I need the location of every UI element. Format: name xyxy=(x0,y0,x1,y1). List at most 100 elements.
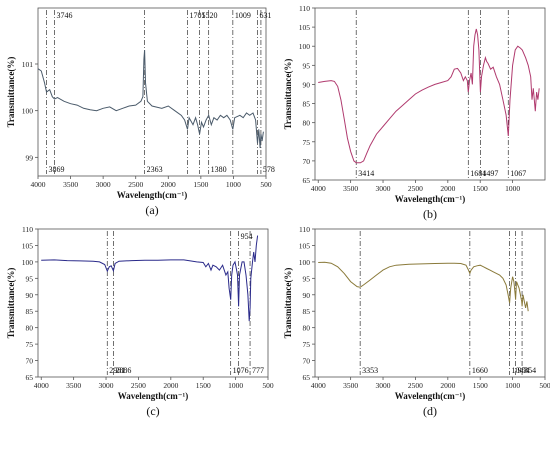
y-axis-label-d: Transmittance(%) xyxy=(283,268,293,339)
y-tick-label-c: 110 xyxy=(22,225,33,234)
panel-d: 4000 3500 3000 2500 2000 1500 1000 500 65 70 75 80 8… xyxy=(283,225,550,418)
peak-label-c: 1076 xyxy=(233,366,249,375)
x-tick-label-b: 2500 xyxy=(408,184,423,193)
x-axis-label-c: Wavelength(cm⁻¹) xyxy=(118,391,188,401)
y-axis-label-b: Transmittance(%) xyxy=(283,59,293,130)
y-tick-label-a: 100 xyxy=(22,107,34,116)
peak-label-d: 954 xyxy=(518,366,530,375)
x-axis-label-a: Wavelength(cm⁻¹) xyxy=(117,190,187,200)
y-tick-label-a: 101 xyxy=(22,60,34,69)
y-tick-label-a: 99 xyxy=(26,153,34,162)
x-tick-label-b: 2000 xyxy=(440,184,455,193)
x-tick-label-b: 3500 xyxy=(343,184,358,193)
x-tick-label-d: 1500 xyxy=(473,381,488,390)
x-tick-label-b: 3000 xyxy=(376,184,391,193)
panel-label-d: (d) xyxy=(423,404,437,418)
spectrum-line-d xyxy=(318,261,529,312)
y-tick-label-b: 85 xyxy=(303,100,311,109)
peak-label-a: 1705 xyxy=(190,11,206,20)
peak-label-a: 3746 xyxy=(57,11,73,20)
y-tick-label-d: 100 xyxy=(299,258,311,267)
panel-c: 4000 3500 3000 2500 2000 1500 1000 500 65 70 75 80 8… xyxy=(6,225,274,418)
x-tick-label-c: 500 xyxy=(262,381,274,390)
y-tick-label-d: 110 xyxy=(299,225,310,234)
x-tick-label-c: 3500 xyxy=(66,381,81,390)
spectrum-line-c xyxy=(41,235,259,322)
peak-label-a: 1009 xyxy=(235,11,251,20)
y-tick-label-b: 90 xyxy=(303,80,311,89)
y-tick-label-d: 75 xyxy=(303,340,311,349)
y-tick-label-c: 75 xyxy=(26,340,34,349)
plot-frame-b xyxy=(314,7,546,181)
peak-label-d: 1047 xyxy=(512,366,528,375)
y-tick-label-c: 90 xyxy=(26,291,34,300)
peak-label-a: 1380 xyxy=(211,165,227,174)
panel-b: 4000 3500 3000 2500 2000 1500 1000 65 70 75 80 85 90… xyxy=(283,4,546,221)
peak-label-c: 2981 xyxy=(109,366,125,375)
x-tick-label-d: 2000 xyxy=(440,381,455,390)
spectrum-line-b xyxy=(318,28,540,164)
x-tick-label-d: 2500 xyxy=(408,381,423,390)
plot-frame-d xyxy=(314,228,546,378)
y-tick-label-b: 100 xyxy=(299,42,311,51)
y-tick-label-c: 80 xyxy=(26,324,34,333)
x-tick-label-a: 1000 xyxy=(226,180,241,189)
y-axis-label-a: Transmittance(%) xyxy=(6,57,16,128)
peak-label-b: 1067 xyxy=(510,169,526,178)
y-tick-label-d: 90 xyxy=(303,291,311,300)
plot-frame-a xyxy=(37,7,267,177)
y-tick-label-b: 75 xyxy=(303,138,311,147)
x-tick-label-a: 3000 xyxy=(96,180,111,189)
x-tick-label-b: 4000 xyxy=(311,184,326,193)
x-tick-label-d: 3500 xyxy=(343,381,358,390)
y-tick-label-d: 65 xyxy=(303,373,311,382)
panel-label-b: (b) xyxy=(423,207,437,221)
x-tick-label-d: 500 xyxy=(539,381,550,390)
y-tick-label-b: 70 xyxy=(303,157,311,166)
x-tick-label-a: 3500 xyxy=(63,180,78,189)
peak-label-b: 1684 xyxy=(470,169,486,178)
peak-label-a: 3869 xyxy=(49,165,65,174)
peak-label-c: 954 xyxy=(241,232,253,241)
y-tick-label-b: 65 xyxy=(303,176,311,185)
x-tick-label-c: 4000 xyxy=(34,381,49,390)
y-tick-label-c: 85 xyxy=(26,307,34,316)
y-tick-label-b: 95 xyxy=(303,61,311,70)
x-tick-label-c: 2000 xyxy=(163,381,178,390)
x-tick-label-a: 2500 xyxy=(128,180,143,189)
y-tick-label-b: 105 xyxy=(299,23,311,32)
y-axis-label-c: Transmittance(%) xyxy=(6,268,16,339)
x-tick-label-b: 1500 xyxy=(473,184,488,193)
y-tick-label-d: 70 xyxy=(303,357,311,366)
x-tick-label-c: 1000 xyxy=(228,381,243,390)
y-tick-label-d: 105 xyxy=(299,241,311,250)
panel-a: 4000 3500 3000 2500 2000 1500 1000 500 99 100 101 3… xyxy=(6,7,275,217)
panel-label-a: (a) xyxy=(145,203,158,217)
x-tick-label-b: 1000 xyxy=(505,184,520,193)
y-tick-label-d: 80 xyxy=(303,324,311,333)
x-tick-label-d: 3000 xyxy=(376,381,391,390)
x-tick-label-c: 2500 xyxy=(131,381,146,390)
y-tick-label-d: 85 xyxy=(303,307,311,316)
panel-label-c: (c) xyxy=(146,404,159,418)
y-tick-label-d: 95 xyxy=(303,274,311,283)
peak-label-a: 578 xyxy=(263,165,275,174)
peak-label-d: 854 xyxy=(524,366,536,375)
peak-label-d: 1660 xyxy=(472,366,488,375)
peak-label-a: 2363 xyxy=(147,165,163,174)
peak-label-b: 3414 xyxy=(358,169,374,178)
x-tick-label-d: 4000 xyxy=(311,381,326,390)
y-tick-label-c: 95 xyxy=(26,274,34,283)
spectrum-line-a xyxy=(37,49,264,149)
x-tick-label-c: 1500 xyxy=(196,381,211,390)
y-tick-label-c: 105 xyxy=(22,241,34,250)
peak-label-c: 2886 xyxy=(115,366,131,375)
peak-label-d: 3353 xyxy=(362,366,378,375)
peak-label-b: 1497 xyxy=(482,169,498,178)
x-tick-label-c: 3000 xyxy=(99,381,114,390)
y-tick-label-b: 110 xyxy=(299,4,310,13)
x-tick-label-a: 1500 xyxy=(193,180,208,189)
x-axis-label-b: Wavelength(cm⁻¹) xyxy=(395,194,465,204)
y-tick-label-c: 100 xyxy=(22,258,34,267)
